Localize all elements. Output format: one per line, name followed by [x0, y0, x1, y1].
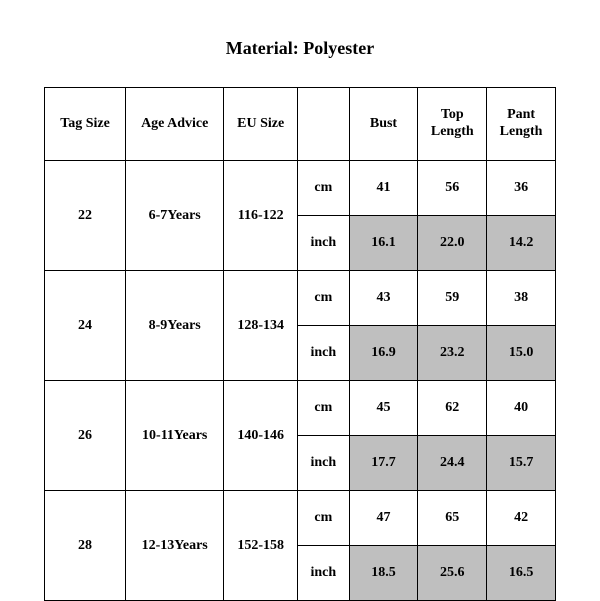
cell-unit-inch: inch: [298, 546, 350, 601]
cell-top-inch: 23.2: [418, 326, 487, 381]
cell-unit-inch: inch: [298, 216, 350, 271]
cell-age-advice: 12-13Years: [126, 491, 224, 601]
cell-unit-cm: cm: [298, 491, 350, 546]
cell-tag-size: 26: [45, 381, 126, 491]
cell-top-inch: 24.4: [418, 436, 487, 491]
cell-top-cm: 62: [418, 381, 487, 436]
cell-pant-cm: 36: [487, 161, 556, 216]
col-eu-size: EU Size: [224, 88, 298, 161]
table-row: 24 8-9Years 128-134 cm 43 59 38: [45, 271, 556, 326]
col-unit: [298, 88, 350, 161]
cell-unit-cm: cm: [298, 271, 350, 326]
cell-unit-inch: inch: [298, 436, 350, 491]
cell-bust-cm: 45: [349, 381, 418, 436]
cell-bust-cm: 43: [349, 271, 418, 326]
cell-pant-cm: 42: [487, 491, 556, 546]
col-tag-size: Tag Size: [45, 88, 126, 161]
size-table: Tag Size Age Advice EU Size Bust Top Len…: [44, 87, 556, 601]
table-header-row: Tag Size Age Advice EU Size Bust Top Len…: [45, 88, 556, 161]
col-age-advice: Age Advice: [126, 88, 224, 161]
cell-pant-inch: 16.5: [487, 546, 556, 601]
table-row: 22 6-7Years 116-122 cm 41 56 36: [45, 161, 556, 216]
cell-bust-cm: 47: [349, 491, 418, 546]
cell-pant-inch: 14.2: [487, 216, 556, 271]
cell-age-advice: 10-11Years: [126, 381, 224, 491]
cell-pant-cm: 40: [487, 381, 556, 436]
col-bust: Bust: [349, 88, 418, 161]
cell-tag-size: 22: [45, 161, 126, 271]
cell-bust-inch: 17.7: [349, 436, 418, 491]
col-top-length: Top Length: [418, 88, 487, 161]
cell-bust-inch: 16.1: [349, 216, 418, 271]
cell-top-inch: 25.6: [418, 546, 487, 601]
cell-age-advice: 8-9Years: [126, 271, 224, 381]
cell-top-inch: 22.0: [418, 216, 487, 271]
cell-eu-size: 152-158: [224, 491, 298, 601]
cell-tag-size: 28: [45, 491, 126, 601]
table-row: 26 10-11Years 140-146 cm 45 62 40: [45, 381, 556, 436]
cell-eu-size: 128-134: [224, 271, 298, 381]
cell-age-advice: 6-7Years: [126, 161, 224, 271]
cell-top-cm: 65: [418, 491, 487, 546]
page-title: Material: Polyester: [0, 0, 600, 87]
cell-bust-inch: 16.9: [349, 326, 418, 381]
cell-eu-size: 140-146: [224, 381, 298, 491]
cell-top-cm: 59: [418, 271, 487, 326]
cell-bust-cm: 41: [349, 161, 418, 216]
size-table-container: Tag Size Age Advice EU Size Bust Top Len…: [0, 87, 600, 601]
cell-unit-cm: cm: [298, 381, 350, 436]
cell-bust-inch: 18.5: [349, 546, 418, 601]
cell-pant-inch: 15.0: [487, 326, 556, 381]
cell-pant-inch: 15.7: [487, 436, 556, 491]
table-row: 28 12-13Years 152-158 cm 47 65 42: [45, 491, 556, 546]
col-pant-length: Pant Length: [487, 88, 556, 161]
cell-unit-inch: inch: [298, 326, 350, 381]
cell-top-cm: 56: [418, 161, 487, 216]
cell-eu-size: 116-122: [224, 161, 298, 271]
cell-tag-size: 24: [45, 271, 126, 381]
cell-pant-cm: 38: [487, 271, 556, 326]
cell-unit-cm: cm: [298, 161, 350, 216]
